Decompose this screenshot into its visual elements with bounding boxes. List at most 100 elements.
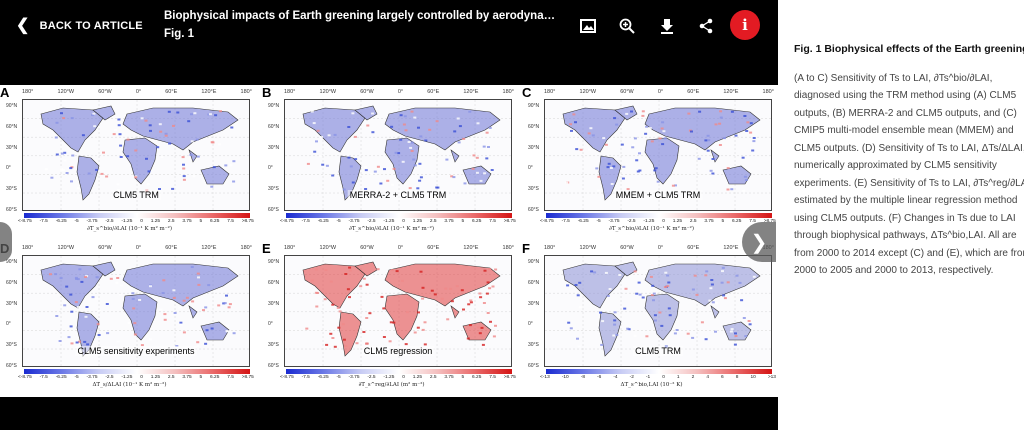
colorbar-tick: -6.25 (317, 375, 329, 380)
colorbar (286, 369, 512, 374)
continent (462, 321, 492, 341)
colorbar-tick: 6.25 (732, 219, 742, 224)
lon-tick: 120°W (579, 89, 597, 95)
chevron-left-icon: ❮ (16, 17, 30, 34)
colorbar-tick: -7.5 (301, 375, 310, 380)
colorbar (24, 369, 250, 374)
panel-label: C (522, 85, 532, 100)
colorbar-tick: 5 (199, 375, 203, 380)
colorbar-tick: <-8.75 (18, 219, 32, 224)
colorbar-tick: -3.75 (86, 219, 98, 224)
lon-tick: 180° (762, 89, 774, 95)
colorbar-ticks: <-8.75 -7.5 -6.25 -5 -3.75 -2.5 -1.25 0 1.25 2.5 3… (18, 375, 254, 380)
world-map: CLM5 sensitivity experiments (22, 255, 250, 367)
colorbar-ticks: <-13 -10 -8 -6 -4 -2 -1 0 1 2 4 6 8 10 >13 (540, 375, 776, 380)
lon-tick: 60°W (360, 245, 374, 251)
continent (644, 263, 761, 307)
lon-tick: 120°W (319, 89, 337, 95)
colorbar-tick: <-8.75 (18, 375, 32, 380)
colorbar-ticks: <-8.75 -7.5 -6.25 -5 -3.75 -2.5 -1.25 0 1.25 2.5 3… (280, 219, 516, 224)
continent (302, 107, 366, 153)
continent (384, 293, 420, 341)
info-icon[interactable]: i (730, 10, 760, 40)
lat-tick: 0° (6, 165, 11, 172)
continent (384, 263, 501, 307)
lon-tick: 0° (135, 245, 142, 251)
lon-tick: 180° (544, 245, 556, 251)
continent (200, 321, 230, 341)
panel-label: B (262, 85, 272, 100)
download-icon[interactable] (654, 13, 680, 39)
article-title: Biophysical impacts of Earth greening la… (164, 10, 564, 22)
lon-tick: 0° (657, 245, 664, 251)
figure-title-block: Biophysical impacts of Earth greening la… (164, 10, 564, 40)
colorbar-tick: 6 (721, 375, 724, 380)
lon-tick: 0° (135, 89, 142, 95)
colorbar-tick: -7.5 (39, 375, 48, 380)
continent (722, 321, 752, 341)
latitude-axis: 90°N 60°N 30°N 0° 30°S 60°S (268, 103, 279, 213)
world-map: CLM5 regression (284, 255, 512, 367)
colorbar-tick: 2.5 (167, 219, 175, 224)
lat-tick: 60°N (528, 279, 540, 286)
lat-tick: 60°S (6, 362, 17, 369)
lat-tick: 30°S (528, 342, 539, 349)
colorbar-tick: <-8.75 (280, 375, 294, 380)
colorbar-tick: -3.75 (348, 219, 360, 224)
figure-panel-f: F180°120°W60°W0°60°E120°E180°90°N60°N30°… (522, 241, 778, 397)
colorbar (286, 213, 512, 218)
colorbar-tick: 1.25 (412, 219, 423, 224)
colorbar-tick: 3.75 (444, 219, 454, 224)
colorbar (546, 369, 772, 374)
colorbar-tick: 0 (140, 375, 143, 380)
gallery-icon[interactable] (575, 13, 601, 39)
continent (302, 263, 366, 309)
continent (200, 165, 230, 185)
lat-tick: 0° (528, 165, 533, 172)
world-map: CLM5 TRM (22, 99, 250, 211)
continent (710, 305, 720, 319)
continent (614, 261, 638, 277)
lon-tick: 60°W (360, 89, 374, 95)
colorbar-tick: -6.25 (55, 375, 67, 380)
lat-tick: 90°N (268, 259, 280, 265)
colorbar-tick: 1.25 (150, 219, 161, 224)
figure-image: A 180° 120°W 60°W 0° 60°E 120°E 180° 90°N 60°N 30°… (0, 85, 778, 397)
lat-tick: 60°S (6, 206, 17, 213)
colorbar-tick: -6.25 (55, 219, 67, 224)
lon-tick: 60°E (687, 245, 700, 251)
lat-tick: 30°N (268, 300, 280, 307)
colorbar-unit: ∂T_s^reg/∂LAI (m² m⁻²) (358, 382, 425, 388)
continent (40, 107, 104, 153)
panel-caption: MERRA-2 + CLM5 TRM (347, 190, 449, 200)
lon-tick: 60°E (165, 89, 178, 95)
lon-tick: 120°W (57, 89, 75, 95)
colorbar-tick: 2 (691, 375, 695, 380)
colorbar-tick: >8.75 (503, 219, 516, 224)
lon-tick: 120°E (463, 89, 479, 95)
colorbar-tick: -2 (629, 375, 634, 380)
back-to-article-button[interactable]: ❮ BACK TO ARTICLE (16, 15, 143, 37)
colorbar-tick: 2.5 (429, 219, 437, 224)
lon-tick: 60°E (427, 245, 440, 251)
lat-tick: 60°S (528, 362, 539, 369)
colorbar-tick: -5 (74, 375, 79, 380)
colorbar-tick: >13 (767, 375, 776, 380)
colorbar-tick: -1.25 (121, 219, 133, 224)
lon-tick: 120°E (201, 89, 217, 95)
latitude-axis: 90°N 60°N 30°N 0° 30°S 60°S (528, 103, 539, 213)
share-icon[interactable] (693, 13, 719, 39)
colorbar-tick: 3.75 (444, 375, 454, 380)
lat-tick: 0° (268, 165, 273, 172)
previous-figure-button[interactable] (0, 222, 12, 262)
zoom-in-icon[interactable] (614, 13, 640, 39)
lat-tick: 0° (6, 321, 11, 328)
next-figure-button[interactable]: ❯ (742, 222, 776, 262)
lon-tick: 180° (284, 245, 296, 251)
colorbar-tick: 0 (402, 219, 405, 224)
colorbar-tick: -7.5 (301, 219, 310, 224)
colorbar-tick: >8.75 (241, 219, 254, 224)
colorbar-ticks: <-8.75 -7.5 -6.25 -5 -3.75 -2.5 -1.25 0 1.25 2.5 3… (280, 375, 516, 380)
